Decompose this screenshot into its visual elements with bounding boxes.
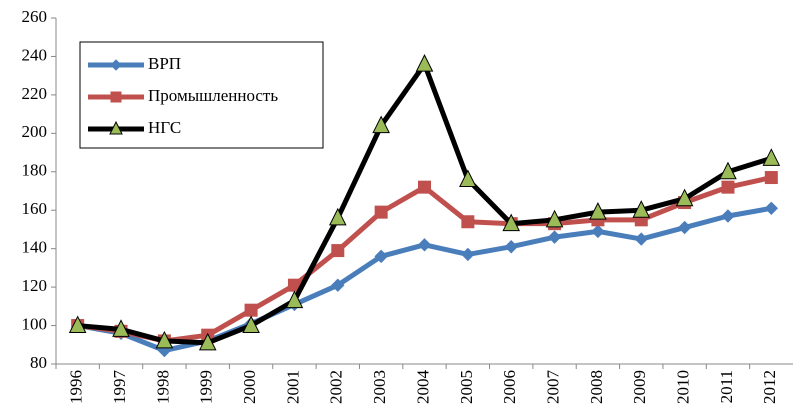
marker <box>632 200 651 218</box>
marker <box>372 115 390 134</box>
marker <box>502 213 521 232</box>
marker <box>504 240 518 254</box>
marker <box>634 232 648 246</box>
x-tick-label: 2003 <box>370 370 389 404</box>
x-tick-label: 2004 <box>413 370 432 405</box>
marker <box>242 315 260 334</box>
x-tick-label: 2001 <box>283 370 302 404</box>
marker <box>374 249 388 264</box>
legend-label: ВРП <box>148 54 181 73</box>
marker <box>244 303 258 317</box>
y-tick-label: 240 <box>22 45 48 64</box>
marker <box>374 205 388 219</box>
y-tick-label: 140 <box>22 238 48 257</box>
marker <box>112 319 130 337</box>
series-line <box>77 205 772 354</box>
y-tick-label: 160 <box>22 199 48 218</box>
marker <box>285 290 304 309</box>
x-tick-label: 2009 <box>630 370 649 404</box>
y-tick-label: 220 <box>22 84 48 103</box>
legend-label: Промышленность <box>148 86 278 105</box>
legend-marker <box>109 120 123 135</box>
x-tick-label: 1997 <box>110 370 129 405</box>
marker <box>415 54 434 72</box>
y-tick-label: 200 <box>22 122 48 141</box>
y-tick-label: 180 <box>22 161 48 180</box>
x-tick-label: 2011 <box>717 370 736 403</box>
marker <box>719 161 737 180</box>
marker <box>675 188 694 207</box>
y-tick-label: 120 <box>22 276 48 295</box>
x-tick-label: 2007 <box>543 370 562 405</box>
marker <box>721 180 735 194</box>
marker <box>547 230 562 244</box>
marker <box>545 209 564 228</box>
marker <box>331 244 345 258</box>
marker <box>589 202 607 220</box>
x-tick-label: 2008 <box>587 370 606 404</box>
x-tick-label: 1999 <box>197 370 216 404</box>
y-tick-label: 80 <box>30 353 47 372</box>
marker <box>764 171 778 185</box>
y-tick-label: 100 <box>22 314 48 333</box>
marker <box>328 207 347 226</box>
marker <box>591 224 605 239</box>
marker <box>459 169 477 187</box>
marker <box>198 332 217 351</box>
marker <box>331 278 345 292</box>
x-tick-label: 2002 <box>327 370 346 404</box>
marker <box>418 180 431 194</box>
marker <box>461 215 475 229</box>
x-tick-label: 1996 <box>67 370 86 404</box>
marker <box>417 238 432 252</box>
x-tick-label: 2012 <box>760 370 779 404</box>
legend-marker <box>110 91 122 103</box>
x-tick-label: 2000 <box>240 370 259 404</box>
x-tick-label: 2010 <box>674 370 693 404</box>
x-tick-label: 2006 <box>500 370 519 404</box>
x-tick-label: 2005 <box>457 370 476 404</box>
marker <box>155 330 174 349</box>
marker <box>677 220 692 235</box>
legend-label: НГС <box>148 118 181 137</box>
legend-marker <box>110 59 122 71</box>
marker <box>764 201 779 216</box>
marker <box>762 148 781 166</box>
marker <box>721 209 735 223</box>
y-tick-label: 260 <box>22 7 48 26</box>
marker <box>461 247 475 262</box>
x-tick-label: 1998 <box>153 370 172 404</box>
marker <box>68 315 87 334</box>
